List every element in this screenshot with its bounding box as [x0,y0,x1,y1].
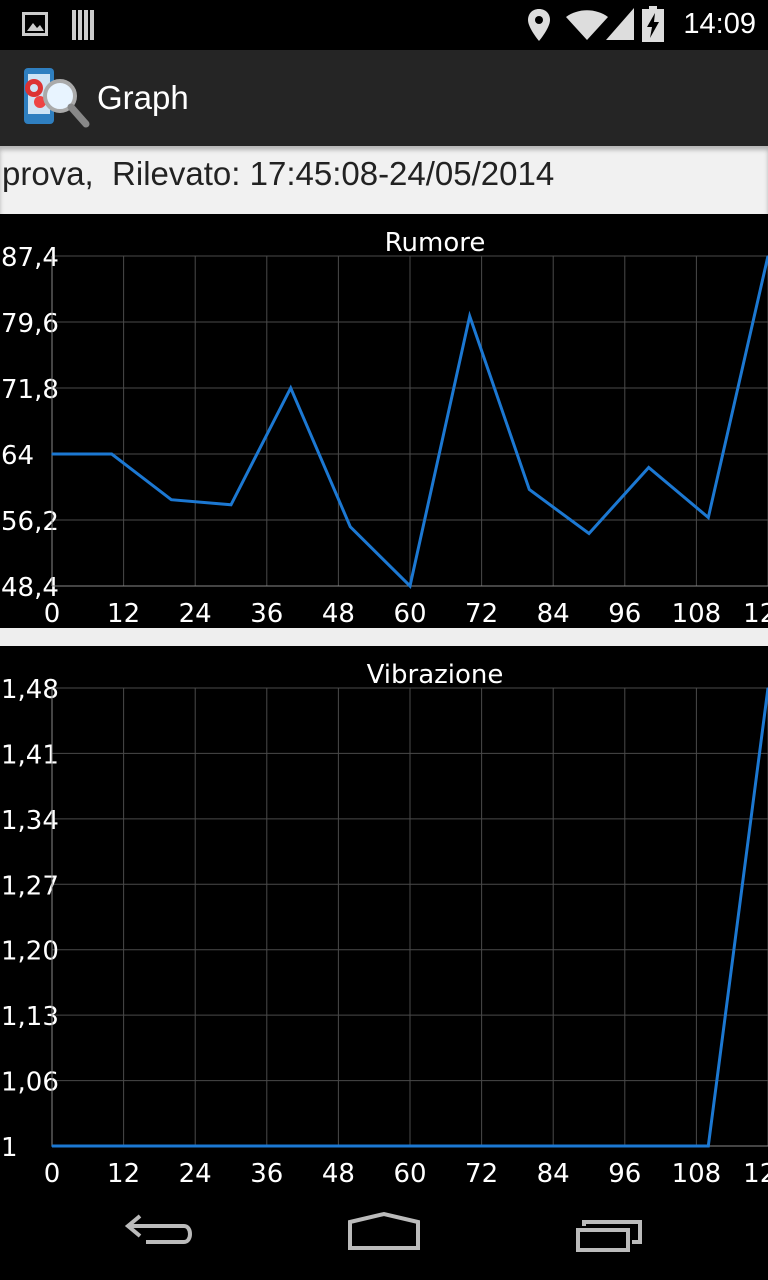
y-tick-label: 79,6 [1,309,59,339]
y-tick-label: 1 [1,1133,18,1163]
data-point [409,585,411,587]
chart-vibrazione-svg: Vibrazione 0 12 24 36 48 60 72 84 96 108 120 1 1,06 1,… [1,660,768,1189]
data-point [707,1145,710,1147]
x-tick-label: 72 [465,1159,498,1189]
chart-separator [0,628,768,646]
x-tick-label: 120 [743,599,768,628]
x-tick-label: 0 [44,1159,61,1189]
x-tick-label: 120 [743,1159,768,1189]
x-tick-label: 84 [537,1159,570,1189]
action-bar: Graph [0,50,768,146]
y-tick-label: 1,34 [1,806,59,836]
data-point [170,1145,173,1147]
y-tick-label: 1,06 [1,1068,59,1098]
data-point [588,532,590,535]
data-point [349,1145,352,1147]
app-search-icon[interactable] [22,66,90,128]
y-tick-label: 1,20 [1,937,59,967]
recent-apps-icon[interactable] [528,1194,688,1280]
x-tick-label: 36 [250,1159,283,1189]
barcode-notification-icon [72,10,94,40]
x-tick-label: 96 [608,1159,641,1189]
y-tick-label: 64 [1,441,34,471]
info-strip [0,146,768,214]
x-tick-label: 108 [672,599,722,628]
status-bar: 14:09 [0,0,768,50]
chart-vibrazione: Vibrazione 0 12 24 36 48 60 72 84 96 108 120 1 1,06 1,… [0,646,768,1194]
data-point [51,453,53,455]
navigation-bar [0,1194,768,1280]
y-tick-label: 48,4 [1,573,59,603]
chart-title: Rumore [385,228,486,258]
data-point [170,498,173,501]
battery-charging-icon [642,6,664,42]
data-point [528,1145,531,1147]
y-tick-label: 1,27 [1,871,59,901]
x-tick-label: 48 [322,599,355,628]
data-point [409,1145,411,1147]
y-tick-label: 1,41 [1,740,59,770]
x-tick-label: 96 [608,599,641,628]
data-point [289,387,292,389]
info-text: prova, Rilevato: 17:45:08-24/05/2014 [2,155,555,192]
wifi-icon [566,10,608,40]
y-tick-label: 71,8 [1,375,59,405]
x-tick-label: 60 [393,1159,426,1189]
data-point [110,1145,113,1147]
x-tick-label: 48 [322,1159,355,1189]
x-tick-label: 60 [393,599,426,628]
x-tick-label: 24 [179,1159,212,1189]
signal-icon [606,8,634,40]
x-tick-label: 108 [672,1159,722,1189]
data-point [528,488,531,491]
y-tick-label: 87,4 [1,243,59,273]
data-point [468,315,471,317]
data-point [230,503,232,506]
location-icon [528,9,550,41]
data-point [647,1145,650,1147]
y-tick-label: 1,13 [1,1002,59,1032]
data-point [588,1145,590,1147]
y-tick-label: 56,2 [1,507,59,537]
x-tick-label: 24 [179,599,212,628]
x-tick-label: 72 [465,599,498,628]
home-icon[interactable] [304,1194,464,1280]
app-title: Graph [97,79,189,116]
data-point [51,1145,53,1147]
chart-rumore-svg: Rumore 0 12 24 36 48 60 72 84 96 108 120 48,4 56,2 64 7… [1,228,768,628]
x-tick-label: 0 [44,599,61,628]
data-point [110,453,113,455]
image-notification-icon [22,12,48,36]
x-tick-label: 12 [107,599,140,628]
data-point [707,516,710,519]
chart-rumore: Rumore 0 12 24 36 48 60 72 84 96 108 120 48,4 56,2 64 7… [0,214,768,628]
chart-title: Vibrazione [367,660,504,690]
data-point [289,1145,292,1147]
data-point [349,525,352,528]
data-point [230,1145,232,1147]
y-tick-label: 1,48 [1,675,59,705]
back-icon[interactable] [80,1194,240,1280]
data-point [647,466,650,469]
x-tick-label: 36 [250,599,283,628]
clock: 14:09 [683,8,756,40]
data-point [468,1145,471,1147]
x-tick-label: 12 [107,1159,140,1189]
x-tick-label: 84 [537,599,570,628]
